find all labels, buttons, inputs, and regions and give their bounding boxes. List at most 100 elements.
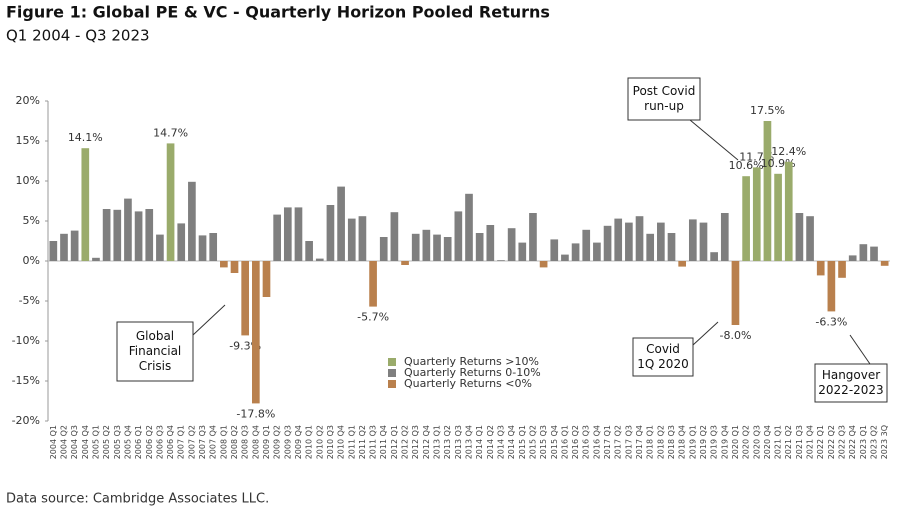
annotation-box [632, 337, 694, 377]
x-tick-label: 2008 Q2 [230, 425, 239, 459]
bar [486, 225, 495, 261]
x-tick-label: 2018 Q3 [667, 425, 676, 459]
bar [699, 222, 708, 261]
x-tick-label: 2014 Q3 [496, 425, 505, 459]
x-tick-label: 2004 Q4 [81, 425, 90, 459]
legend-swatch [388, 358, 396, 366]
bar [92, 257, 100, 261]
bar [102, 209, 111, 261]
x-tick-label: 2018 Q1 [646, 425, 655, 459]
annotation-text: Hangover [822, 368, 880, 382]
bar [433, 234, 441, 261]
x-tick-label: 2023 3Q [880, 425, 889, 459]
x-tick-label: 2020 Q4 [763, 425, 772, 459]
bar [603, 225, 612, 261]
annotation-box [814, 363, 888, 403]
y-tick-label: 10% [16, 174, 40, 187]
y-tick-label: 20% [16, 94, 40, 107]
annotation-text: Global [136, 329, 174, 343]
y-tick-label: 15% [16, 134, 40, 147]
bar [625, 222, 633, 261]
bar [113, 209, 122, 261]
x-tick-label: 2007 Q3 [198, 425, 207, 459]
bar [49, 241, 58, 261]
x-tick-label: 2005 Q4 [123, 425, 132, 459]
x-tick-label: 2012 Q3 [411, 425, 420, 459]
x-tick-label: 2009 Q3 [283, 425, 292, 459]
x-tick-label: 2023 Q2 [870, 425, 879, 459]
value-label: 14.7% [153, 126, 188, 139]
x-tick-label: 2014 Q1 [475, 425, 484, 459]
x-tick-label: 2016 Q4 [592, 425, 601, 459]
bar [678, 261, 687, 267]
annotation-box [116, 321, 194, 382]
bar [358, 216, 367, 261]
bar [646, 233, 655, 261]
bar [688, 219, 697, 261]
bar [720, 213, 729, 261]
bar [177, 223, 186, 261]
x-tick-label: 2006 Q1 [134, 425, 143, 459]
bar [465, 193, 473, 261]
bar [337, 186, 345, 261]
value-label: 14.1% [68, 131, 103, 144]
bar [657, 222, 665, 261]
x-tick-label: 2014 Q4 [507, 425, 516, 459]
bar [262, 261, 271, 297]
bar [326, 205, 335, 261]
bar [635, 216, 644, 261]
annotation-text: Covid [646, 342, 680, 356]
bar [379, 237, 388, 261]
bar [752, 167, 761, 261]
x-tick-label: 2013 Q3 [454, 425, 463, 459]
x-tick-label: 2010 Q1 [305, 425, 314, 459]
legend-swatch [388, 369, 396, 377]
x-tick-label: 2017 Q1 [603, 425, 612, 459]
y-tick-label: -15% [12, 374, 40, 387]
x-tick-label: 2013 Q1 [433, 425, 442, 459]
x-tick-label: 2010 Q2 [315, 425, 324, 459]
value-label: -8.0% [719, 329, 751, 342]
bar [273, 214, 281, 261]
annotation-text: 1Q 2020 [637, 357, 688, 371]
bar [550, 239, 559, 261]
x-tick-label: 2009 Q1 [262, 425, 271, 459]
bar [475, 233, 484, 261]
annotation-text: Financial [129, 344, 182, 358]
bar [827, 261, 836, 312]
x-tick-label: 2011 Q2 [358, 425, 367, 459]
x-tick-label: 2019 Q1 [688, 425, 697, 459]
annotation-arrow [692, 321, 719, 346]
x-tick-label: 2011 Q4 [379, 425, 388, 459]
x-tick-label: 2010 Q4 [337, 425, 346, 459]
x-tick-label: 2006 Q4 [166, 425, 175, 459]
bar [806, 216, 814, 261]
x-tick-label: 2015 Q1 [518, 425, 527, 459]
source: Data source: Cambridge Associates LLC. [6, 492, 269, 507]
bar [230, 261, 239, 273]
x-tick-label: 2017 Q4 [635, 425, 644, 459]
bar [518, 242, 527, 261]
bar [81, 148, 90, 261]
legend-label: Quarterly Returns 0-10% [404, 366, 541, 379]
bar [593, 242, 601, 261]
bar [848, 255, 857, 261]
annotation-text: run-up [644, 99, 684, 113]
x-tick-label: 2019 Q2 [699, 425, 708, 459]
bar [870, 246, 878, 261]
bar [507, 228, 516, 261]
bar [710, 252, 718, 261]
x-tick-label: 2021 Q3 [795, 425, 804, 459]
x-tick-label: 2007 Q4 [209, 425, 218, 459]
x-tick-label: 2006 Q3 [155, 425, 164, 459]
bar [497, 260, 505, 261]
y-tick-label: -20% [12, 414, 40, 427]
y-tick-label: -10% [12, 334, 40, 347]
value-label: -6.3% [815, 315, 847, 328]
legend-label: Quarterly Returns >10% [404, 355, 539, 368]
bar [795, 213, 804, 261]
bar [774, 173, 782, 261]
bar [784, 161, 793, 261]
x-tick-label: 2015 Q3 [539, 425, 548, 459]
